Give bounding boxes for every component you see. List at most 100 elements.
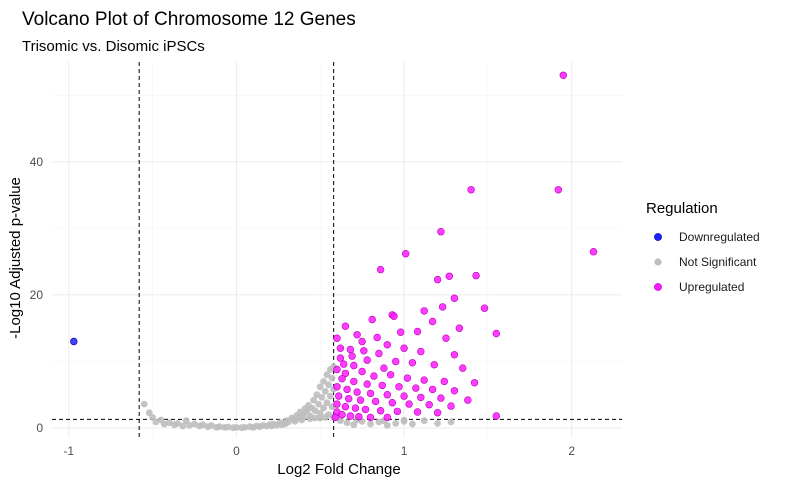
y-tick-label: 40 xyxy=(30,155,44,169)
legend-label: Downregulated xyxy=(679,230,760,244)
data-point-upregulated xyxy=(370,372,378,380)
data-point-upregulated xyxy=(472,271,480,280)
data-point-upregulated xyxy=(375,349,383,358)
data-point-not-significant xyxy=(343,419,351,427)
legend-label: Not Significant xyxy=(679,255,757,269)
data-point-upregulated xyxy=(378,381,386,390)
data-point-not-significant xyxy=(321,414,329,421)
data-point-upregulated xyxy=(467,186,475,194)
legend: Regulation Downregulated Not Significant U… xyxy=(646,200,760,294)
data-point-not-significant xyxy=(316,414,324,422)
data-point-upregulated xyxy=(433,275,442,284)
data-point-upregulated xyxy=(492,412,500,420)
data-point-upregulated xyxy=(554,186,562,194)
data-point-upregulated xyxy=(470,379,479,387)
data-point-upregulated xyxy=(395,383,403,391)
data-point-not-significant xyxy=(392,420,400,427)
data-point-upregulated xyxy=(355,413,363,421)
data-point-upregulated xyxy=(333,365,341,374)
data-point-not-significant xyxy=(216,423,224,431)
data-point-upregulated xyxy=(380,364,388,372)
data-point-upregulated xyxy=(335,392,343,400)
data-point-not-significant xyxy=(268,422,275,430)
data-point-not-significant xyxy=(367,420,374,428)
legend-key xyxy=(654,258,662,266)
data-point-upregulated xyxy=(559,71,567,80)
data-point-upregulated xyxy=(340,360,348,368)
chart-subtitle: Trisomic vs. Disomic iPSCs xyxy=(22,38,205,55)
data-point-not-significant xyxy=(311,414,319,422)
data-point-not-significant xyxy=(310,396,317,404)
data-point-upregulated xyxy=(343,385,351,394)
data-point-upregulated xyxy=(450,387,459,395)
legend-key xyxy=(654,283,662,291)
data-point-not-significant xyxy=(323,371,331,379)
data-point-upregulated xyxy=(417,393,425,402)
data-point-not-significant xyxy=(291,418,299,425)
data-point-upregulated xyxy=(450,351,459,359)
data-points xyxy=(70,71,598,432)
data-point-upregulated xyxy=(373,333,381,342)
data-point-upregulated xyxy=(397,328,405,336)
data-point-upregulated xyxy=(405,400,413,408)
data-point-not-significant xyxy=(140,400,148,408)
data-point-not-significant xyxy=(311,407,319,415)
data-point-not-significant xyxy=(447,418,455,426)
data-point-not-significant xyxy=(325,381,332,389)
data-point-downregulated xyxy=(70,337,78,346)
data-point-upregulated xyxy=(425,401,433,409)
y-tick-label: 0 xyxy=(36,421,43,435)
data-point-not-significant xyxy=(174,420,182,427)
data-point-not-significant xyxy=(328,374,336,382)
data-point-upregulated xyxy=(464,396,472,404)
x-axis-title: Log2 Fold Change xyxy=(277,461,400,478)
data-point-upregulated xyxy=(341,403,350,411)
data-point-not-significant xyxy=(318,394,326,401)
data-point-upregulated xyxy=(338,375,346,383)
data-point-not-significant xyxy=(383,422,391,429)
data-point-upregulated xyxy=(455,324,464,332)
data-point-upregulated xyxy=(346,345,355,354)
data-point-not-significant xyxy=(320,378,327,385)
data-point-not-significant xyxy=(300,414,307,421)
data-point-upregulated xyxy=(412,384,420,392)
data-point-upregulated xyxy=(413,408,422,416)
data-point-not-significant xyxy=(316,383,324,391)
data-point-upregulated xyxy=(447,402,455,410)
data-point-not-significant xyxy=(337,417,344,425)
data-point-upregulated xyxy=(393,407,402,416)
x-tick-label: 2 xyxy=(568,444,575,458)
data-point-upregulated xyxy=(331,413,339,422)
data-point-not-significant xyxy=(320,404,327,412)
data-point-upregulated xyxy=(442,334,450,342)
data-point-upregulated xyxy=(390,312,398,320)
data-point-upregulated xyxy=(363,380,371,388)
y-axis-ticks: 0 20 40 xyxy=(30,155,44,435)
data-point-upregulated xyxy=(336,344,345,352)
data-point-upregulated xyxy=(341,369,350,378)
data-point-upregulated xyxy=(386,371,395,379)
data-point-upregulated xyxy=(420,376,428,384)
data-point-not-significant xyxy=(315,400,322,408)
data-point-upregulated xyxy=(417,347,425,356)
data-point-upregulated xyxy=(350,377,358,386)
data-point-upregulated xyxy=(440,377,448,386)
data-point-not-significant xyxy=(326,392,334,400)
data-point-not-significant xyxy=(160,420,168,428)
data-point-upregulated xyxy=(400,392,408,400)
data-point-not-significant xyxy=(182,417,190,425)
data-point-not-significant xyxy=(409,420,416,428)
data-point-upregulated xyxy=(437,228,445,236)
data-point-upregulated xyxy=(363,356,371,364)
data-point-upregulated xyxy=(428,385,437,394)
data-point-upregulated xyxy=(360,347,368,355)
data-point-not-significant xyxy=(321,388,329,395)
data-point-upregulated xyxy=(402,250,410,258)
data-point-upregulated xyxy=(376,265,385,274)
chart-title: Volcano Plot of Chromosome 12 Genes xyxy=(22,9,356,30)
data-point-upregulated xyxy=(361,405,370,414)
data-point-upregulated xyxy=(383,413,391,422)
legend-label: Upregulated xyxy=(679,280,744,294)
data-point-upregulated xyxy=(388,399,396,407)
